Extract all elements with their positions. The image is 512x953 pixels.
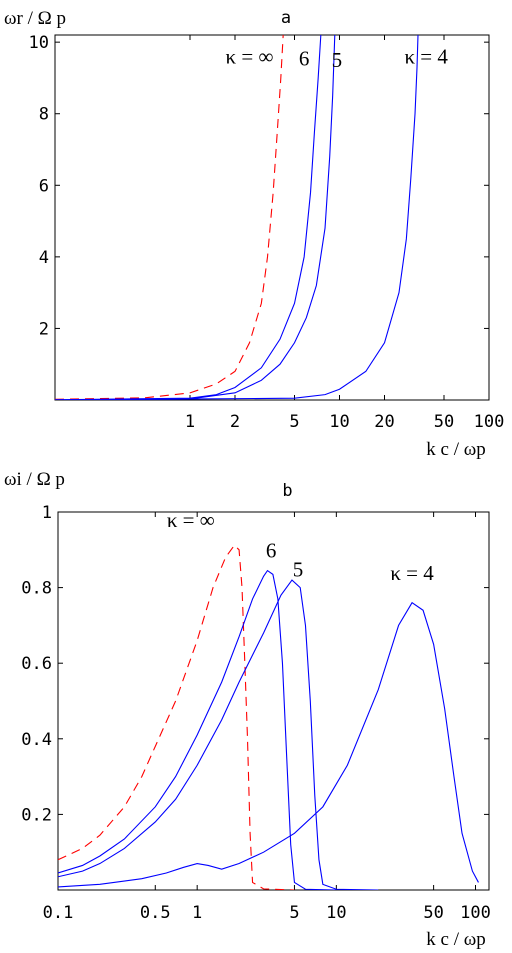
- curve-annotation: κ = ∞: [167, 508, 215, 532]
- chart-title: b: [282, 481, 292, 501]
- curve-annotation: 5: [332, 48, 343, 72]
- series-line-2: [55, 35, 322, 400]
- x-tick-label: 50: [423, 903, 443, 923]
- x-tick-label: 1: [192, 903, 202, 923]
- x-tick-label: 5: [289, 903, 299, 923]
- series-line-4: [58, 601, 479, 888]
- x-axis-label: k c / ωp: [426, 929, 485, 950]
- x-axis-label: k c / ωp: [426, 439, 485, 460]
- y-tick-label: 8: [39, 105, 49, 125]
- y-axis-label: ωr / Ω p: [4, 8, 66, 29]
- series-line-2: [58, 569, 337, 890]
- x-tick-label: 5: [289, 412, 299, 432]
- y-tick-label: 0.6: [21, 654, 52, 674]
- curve-annotation: 5: [293, 557, 304, 581]
- x-tick-label: 20: [374, 412, 394, 432]
- y-tick-label: 0.2: [21, 805, 52, 825]
- plot-frame: [54, 34, 490, 401]
- curve-annotation: κ = ∞: [226, 45, 274, 69]
- y-tick-label: 10: [29, 33, 49, 53]
- y-tick-label: 4: [39, 248, 49, 268]
- x-tick-label: 50: [434, 412, 454, 432]
- x-tick-label: 2: [230, 412, 240, 432]
- y-tick-label: 0.4: [21, 730, 52, 750]
- series-line-4: [55, 35, 419, 400]
- x-tick-label: 1: [185, 412, 195, 432]
- y-tick-label: 0.8: [21, 579, 52, 599]
- y-tick-label: 6: [39, 176, 49, 196]
- plot-frame: [57, 511, 490, 891]
- y-tick-label: 2: [39, 319, 49, 339]
- series-line-1: [55, 35, 284, 400]
- x-tick-label: 100: [460, 903, 491, 923]
- x-tick-label: 10: [329, 412, 349, 432]
- x-tick-label: 10: [326, 903, 346, 923]
- curve-annotation: κ = 4: [404, 45, 448, 69]
- curve-annotation: κ = 4: [390, 561, 434, 585]
- series-line-3: [55, 35, 336, 400]
- chart-title: a: [281, 8, 291, 28]
- x-tick-label: 0.5: [140, 903, 171, 923]
- y-tick-label: 1: [42, 503, 52, 523]
- series-line-3: [58, 579, 379, 890]
- x-tick-label: 0.1: [43, 903, 74, 923]
- y-axis-label: ωi / Ω p: [4, 469, 65, 490]
- curve-annotation: 6: [299, 46, 310, 70]
- chart-panel-a: 1 2 5 10 20 50 100 2 4 6 8 10 a ωr / Ω p k c / ωp κ = ∞…: [4, 8, 504, 460]
- series-line-1: [58, 544, 295, 890]
- chart-panel-b: 0.1 0.5 1 5 10 50 100 0.2 0.4 0.6 0.8 1 b ωi / Ω p k c…: [4, 469, 491, 950]
- x-tick-label: 100: [474, 412, 505, 432]
- curve-annotation: 6: [266, 538, 277, 562]
